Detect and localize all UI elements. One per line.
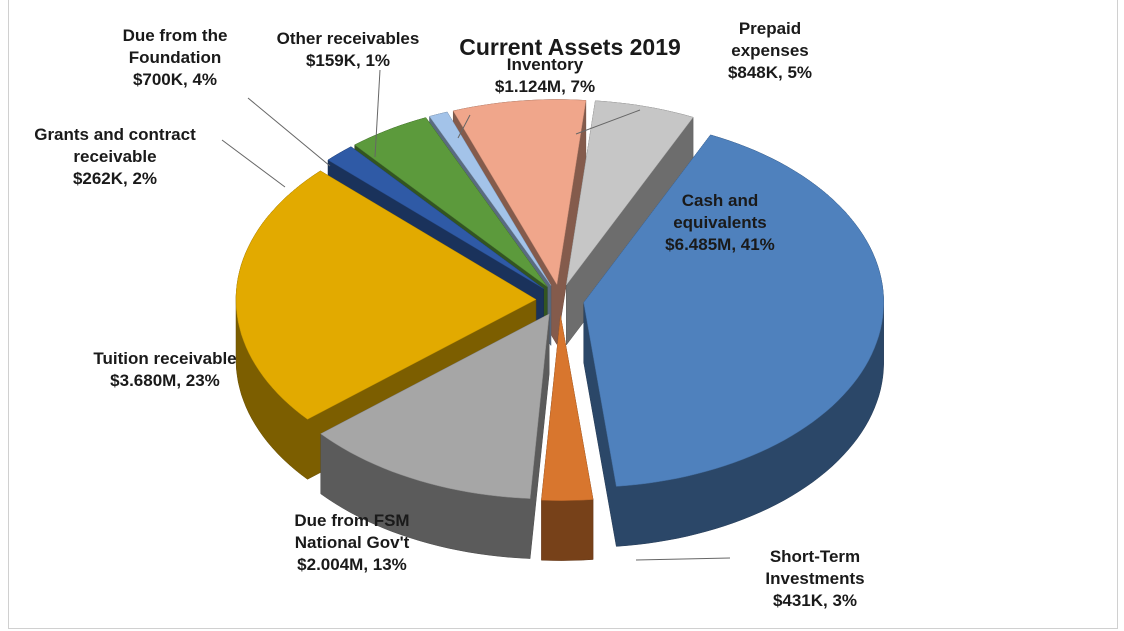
data-label: Due from the Foundation $700K, 4% bbox=[100, 25, 250, 91]
data-label: Prepaid expenses $848K, 5% bbox=[715, 18, 825, 84]
category-label: Grants and contract receivable bbox=[34, 125, 196, 166]
data-label: Grants and contract receivable $262K, 2% bbox=[0, 124, 230, 190]
value-label: $6.485M, 41% bbox=[665, 235, 775, 254]
value-label: $431K, 3% bbox=[772, 591, 858, 610]
category-label: Due from FSM National Gov't bbox=[294, 511, 410, 552]
leader-line bbox=[457, 114, 471, 139]
value-label: $3.680M, 23% bbox=[110, 371, 220, 390]
slice bbox=[541, 315, 594, 501]
slice bbox=[327, 146, 544, 289]
category-label: Short-Term Investments bbox=[765, 547, 865, 588]
value-label: $2.004M, 13% bbox=[297, 555, 407, 574]
slice bbox=[354, 117, 548, 288]
leader-line bbox=[575, 109, 641, 135]
value-label: $262K, 2% bbox=[72, 169, 158, 188]
category-label: Due from the Foundation bbox=[122, 26, 228, 67]
slice bbox=[566, 100, 694, 286]
slice bbox=[320, 313, 550, 499]
slice bbox=[583, 134, 884, 487]
chart-frame bbox=[8, 0, 1118, 629]
slice bbox=[235, 170, 537, 420]
value-label: $159K, 1% bbox=[305, 51, 391, 70]
category-label: Tuition receivable bbox=[93, 349, 237, 368]
data-label: Other receivables $159K, 1% bbox=[253, 28, 443, 72]
category-label: Cash and equivalents bbox=[673, 191, 767, 232]
value-label: $1.124M, 7% bbox=[494, 77, 596, 96]
slice bbox=[429, 111, 552, 286]
value-label: $848K, 5% bbox=[727, 63, 813, 82]
data-label: Inventory $1.124M, 7% bbox=[470, 54, 620, 98]
leader-line bbox=[374, 69, 381, 158]
data-label: Cash and equivalents $6.485M, 41% bbox=[655, 190, 785, 256]
leader-line bbox=[247, 97, 331, 167]
category-label: Prepaid expenses bbox=[731, 19, 809, 60]
chart-title: Current Assets 2019 bbox=[459, 34, 681, 60]
category-label: Other receivables bbox=[276, 29, 420, 48]
leader-line bbox=[635, 557, 731, 561]
data-label: Short-Term Investments $431K, 3% bbox=[745, 546, 885, 612]
data-label: Due from FSM National Gov't $2.004M, 13% bbox=[267, 510, 437, 576]
leader-line bbox=[221, 139, 286, 188]
slice bbox=[452, 99, 587, 286]
data-label: Tuition receivable $3.680M, 23% bbox=[65, 348, 265, 392]
value-label: $700K, 4% bbox=[132, 70, 218, 89]
category-label: Inventory bbox=[506, 55, 584, 74]
